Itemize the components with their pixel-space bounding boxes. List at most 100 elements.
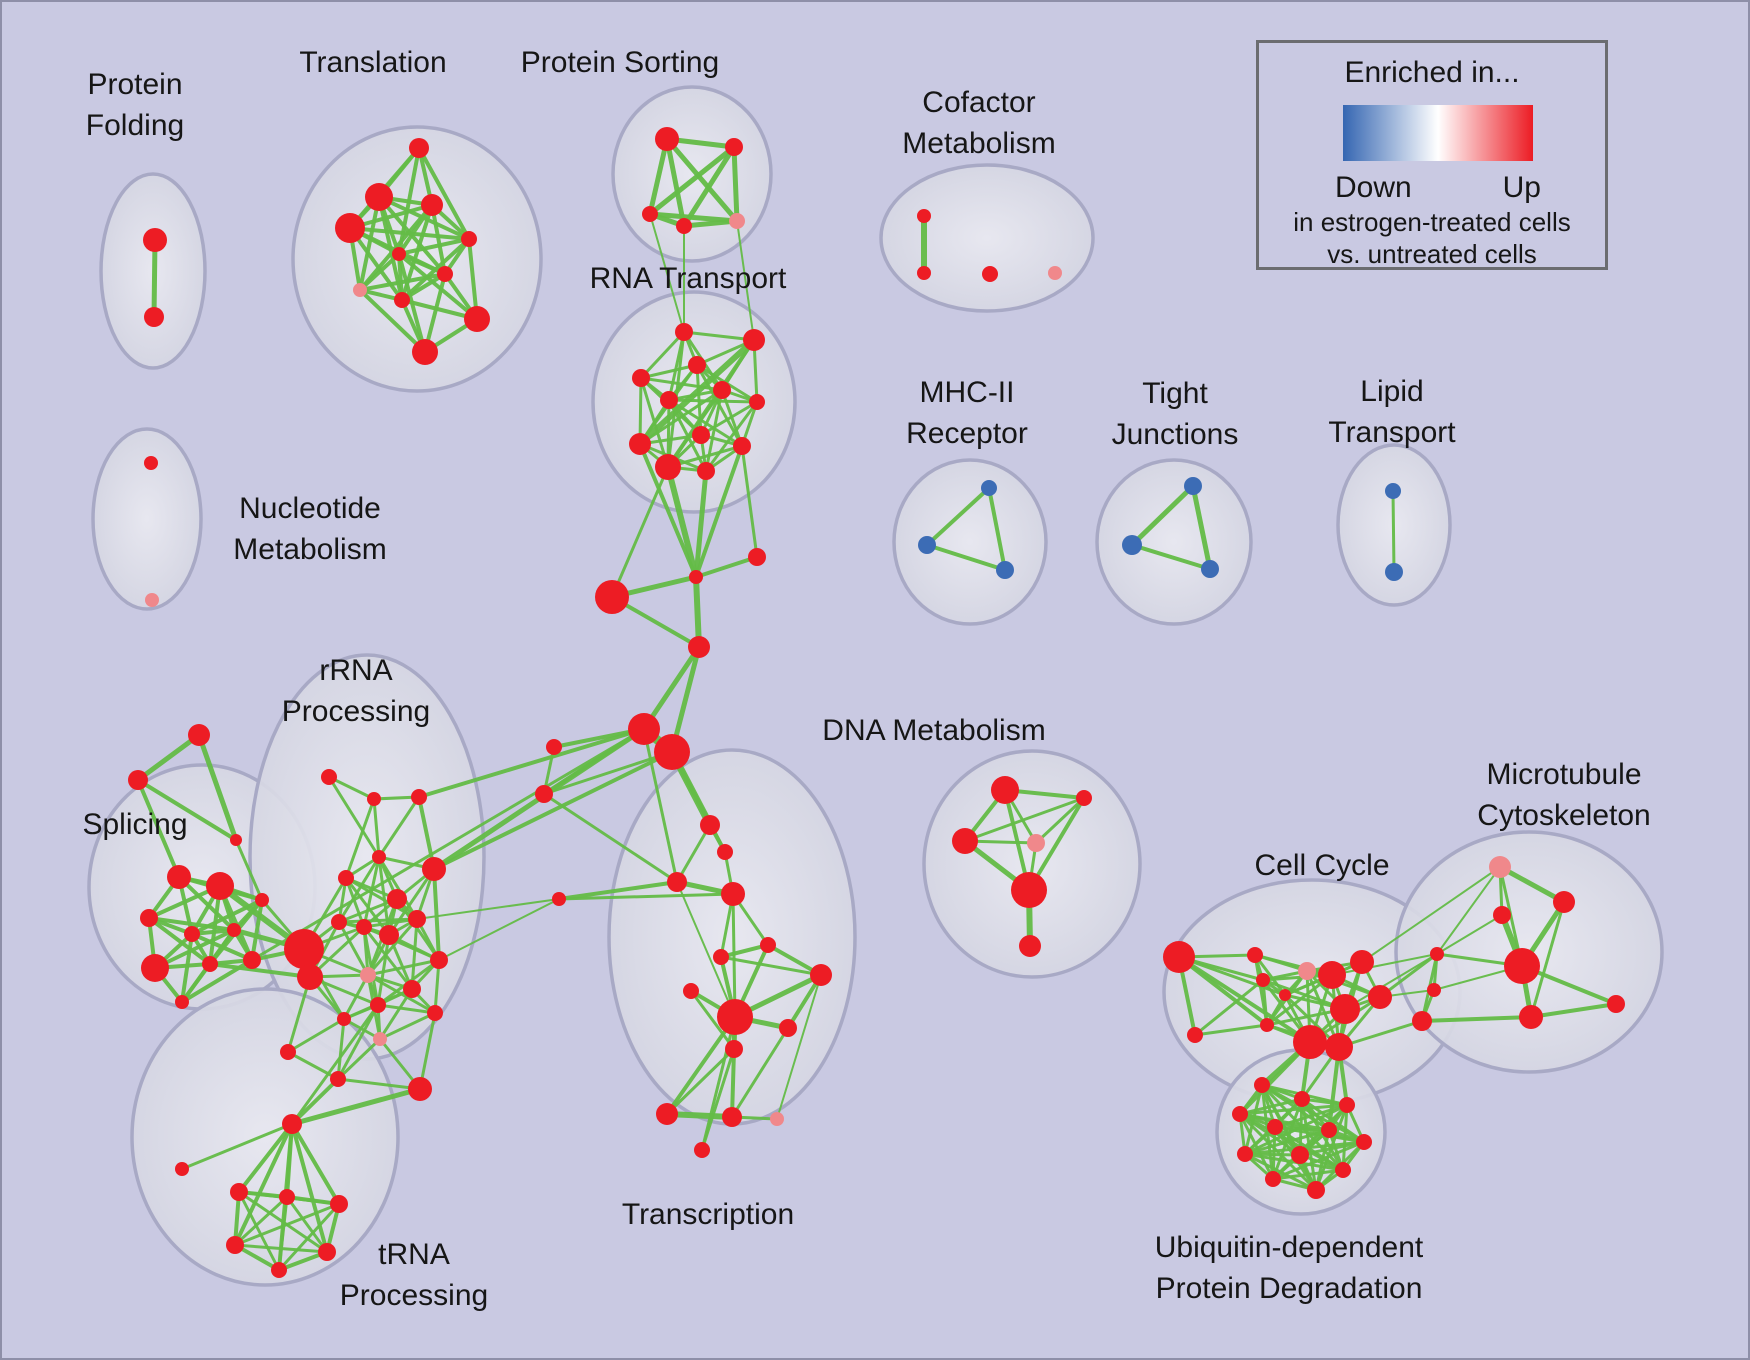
network-node-rrna-2[interactable] [411,789,427,805]
network-node-transcription-11[interactable] [725,1040,743,1058]
network-node-chain-0[interactable] [689,570,703,584]
network-node-cell_cycle-3[interactable] [1256,973,1270,987]
network-node-rna_transport-8[interactable] [629,433,651,455]
network-node-nucleotide-1[interactable] [145,593,159,607]
network-node-rrna-20[interactable] [280,1044,296,1060]
network-node-rna_transport-11[interactable] [697,462,715,480]
network-node-tight-0[interactable] [1184,477,1202,495]
network-node-rrna-15[interactable] [403,980,421,998]
network-node-trna-4[interactable] [330,1195,348,1213]
network-node-transcription-6[interactable] [713,949,729,965]
network-node-rrna-3[interactable] [372,850,386,864]
network-node-cell_cycle-5[interactable] [1298,962,1316,980]
network-node-dna-4[interactable] [1011,872,1047,908]
network-node-cell_cycle-12[interactable] [1368,985,1392,1009]
network-node-ubiquitin-8[interactable] [1291,1146,1309,1164]
network-node-microtubule-1[interactable] [1493,906,1511,924]
network-node-protein_sorting-0[interactable] [655,127,679,151]
network-node-rna_transport-0[interactable] [675,323,693,341]
network-node-transcription-13[interactable] [722,1107,742,1127]
network-node-rrna-9[interactable] [356,919,372,935]
network-node-ubiquitin-10[interactable] [1265,1171,1281,1187]
network-node-translation-2[interactable] [421,194,443,216]
network-node-mhc-1[interactable] [918,536,936,554]
network-node-splicing-5[interactable] [255,893,269,907]
network-node-protein_sorting-3[interactable] [676,218,692,234]
network-node-splicing-0[interactable] [167,865,191,889]
network-node-cofactor-2[interactable] [982,266,998,282]
network-node-translation-7[interactable] [353,283,367,297]
network-node-splicing-3[interactable] [184,926,200,942]
network-node-dna-2[interactable] [952,828,978,854]
network-node-ubiquitin-1[interactable] [1294,1091,1310,1107]
network-node-rrna-1[interactable] [367,792,381,806]
network-node-cell_cycle-11[interactable] [1350,950,1374,974]
network-node-transcription-2[interactable] [667,872,687,892]
network-node-lipid-0[interactable] [1385,483,1401,499]
network-node-rrna-11[interactable] [284,929,324,969]
network-node-triangle-1[interactable] [128,770,148,790]
network-node-rrna-8[interactable] [379,925,399,945]
network-node-chain-3[interactable] [688,636,710,658]
network-node-splicing-6[interactable] [141,954,169,982]
network-node-trna-2[interactable] [230,1183,248,1201]
network-node-translation-4[interactable] [461,231,477,247]
network-node-cell_cycle-2[interactable] [1247,947,1263,963]
network-node-rrna-5[interactable] [387,889,407,909]
network-node-ubiquitin-7[interactable] [1237,1146,1253,1162]
network-node-splicing-7[interactable] [202,956,218,972]
network-node-transcription-9[interactable] [717,999,753,1035]
network-node-dna-1[interactable] [1076,790,1092,806]
network-node-translation-6[interactable] [437,266,453,282]
network-node-rrna-14[interactable] [360,967,376,983]
network-node-trna-1[interactable] [175,1162,189,1176]
network-node-splicing-8[interactable] [243,951,261,969]
network-node-rrna-10[interactable] [331,914,347,930]
network-node-translation-8[interactable] [394,292,410,308]
network-node-microtubule-0[interactable] [1489,856,1511,878]
network-node-rna_transport-1[interactable] [743,329,765,351]
network-node-splicing-1[interactable] [206,872,234,900]
network-node-trna-3[interactable] [279,1189,295,1205]
network-node-rrna-19[interactable] [373,1032,387,1046]
network-node-rrna-17[interactable] [427,1005,443,1021]
network-node-transcription-10[interactable] [779,1019,797,1037]
network-node-tight-2[interactable] [1201,560,1219,578]
network-node-dna-3[interactable] [1027,834,1045,852]
network-node-rna_transport-6[interactable] [749,394,765,410]
network-node-ubiquitin-5[interactable] [1321,1122,1337,1138]
network-node-transcription-5[interactable] [760,937,776,953]
network-node-mhc-0[interactable] [981,480,997,496]
network-node-rrna-22[interactable] [408,1077,432,1101]
network-node-cell_cycle-9[interactable] [1318,961,1346,989]
network-node-translation-1[interactable] [365,183,393,211]
network-node-rrna-16[interactable] [370,997,386,1013]
network-node-protein_folding-0[interactable] [143,228,167,252]
network-node-translation-0[interactable] [409,138,429,158]
network-node-transcription-14[interactable] [770,1112,784,1126]
network-node-microtubule-6[interactable] [1412,1011,1432,1031]
network-node-cell_cycle-1[interactable] [1187,1027,1203,1043]
network-node-cell_cycle-4[interactable] [1279,989,1291,1001]
network-node-triangle-2[interactable] [230,834,242,846]
network-node-rna_transport-9[interactable] [733,437,751,455]
network-node-ubiquitin-2[interactable] [1339,1097,1355,1113]
network-node-transcription-8[interactable] [683,983,699,999]
network-node-cofactor-0[interactable] [917,209,931,223]
network-node-microtubule-2[interactable] [1553,891,1575,913]
network-node-transcription-1[interactable] [717,844,733,860]
network-node-tight-1[interactable] [1122,535,1142,555]
network-node-trna-5[interactable] [226,1236,244,1254]
network-node-protein_sorting-4[interactable] [729,213,745,229]
network-node-protein_sorting-2[interactable] [642,206,658,222]
network-node-rrna-21[interactable] [330,1071,346,1087]
network-node-triangle-0[interactable] [188,724,210,746]
network-node-translation-3[interactable] [335,213,365,243]
network-node-transcription-15[interactable] [694,1142,710,1158]
network-node-ubiquitin-9[interactable] [1335,1162,1351,1178]
network-node-transcription-0[interactable] [700,815,720,835]
network-node-translation-10[interactable] [412,339,438,365]
network-node-chain-4[interactable] [628,713,660,745]
network-node-trna-6[interactable] [318,1243,336,1261]
network-node-rrna-6[interactable] [422,857,446,881]
